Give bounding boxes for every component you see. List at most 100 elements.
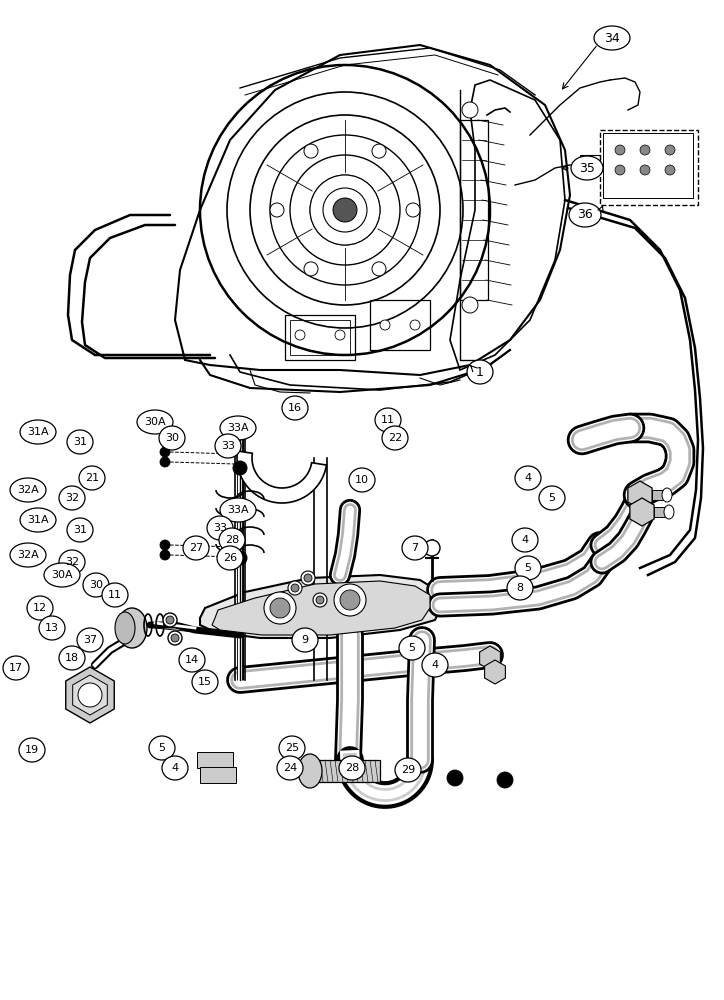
Text: 36: 36 bbox=[577, 209, 593, 222]
Text: 32: 32 bbox=[65, 557, 79, 567]
Circle shape bbox=[291, 584, 299, 592]
Circle shape bbox=[264, 592, 296, 624]
Bar bbox=[197, 752, 233, 768]
Polygon shape bbox=[212, 581, 430, 635]
Text: 4: 4 bbox=[432, 660, 439, 670]
Text: 30: 30 bbox=[89, 580, 103, 590]
Text: 26: 26 bbox=[223, 553, 237, 563]
Text: 15: 15 bbox=[198, 677, 212, 687]
Text: 32A: 32A bbox=[17, 550, 39, 560]
Text: 30: 30 bbox=[165, 433, 179, 443]
Text: 7: 7 bbox=[411, 543, 418, 553]
Ellipse shape bbox=[159, 426, 185, 450]
Text: 35: 35 bbox=[579, 161, 595, 174]
Ellipse shape bbox=[399, 636, 425, 660]
Text: 24: 24 bbox=[283, 763, 297, 773]
Ellipse shape bbox=[298, 754, 322, 788]
Ellipse shape bbox=[27, 596, 53, 620]
Ellipse shape bbox=[10, 478, 46, 502]
Ellipse shape bbox=[149, 736, 175, 760]
Text: 10: 10 bbox=[355, 475, 369, 485]
Ellipse shape bbox=[215, 434, 241, 458]
Ellipse shape bbox=[19, 738, 45, 762]
Ellipse shape bbox=[3, 656, 29, 680]
Circle shape bbox=[270, 598, 290, 618]
Bar bbox=[460, 120, 488, 300]
Ellipse shape bbox=[512, 528, 538, 552]
Text: 13: 13 bbox=[45, 623, 59, 633]
Circle shape bbox=[340, 590, 360, 610]
Text: 32A: 32A bbox=[17, 485, 39, 495]
Ellipse shape bbox=[207, 516, 233, 540]
Ellipse shape bbox=[137, 410, 173, 434]
Ellipse shape bbox=[20, 420, 56, 444]
Bar bbox=[652, 490, 667, 500]
Ellipse shape bbox=[217, 546, 243, 570]
Ellipse shape bbox=[10, 543, 46, 567]
Bar bbox=[370, 300, 430, 350]
Ellipse shape bbox=[422, 653, 448, 677]
Ellipse shape bbox=[44, 563, 80, 587]
Circle shape bbox=[166, 616, 174, 624]
Ellipse shape bbox=[515, 466, 541, 490]
Text: 28: 28 bbox=[345, 763, 359, 773]
Circle shape bbox=[313, 593, 327, 607]
Ellipse shape bbox=[79, 466, 105, 490]
Ellipse shape bbox=[467, 360, 493, 384]
Circle shape bbox=[171, 634, 179, 642]
Bar bbox=[290, 320, 350, 355]
Text: 4: 4 bbox=[172, 763, 179, 773]
Ellipse shape bbox=[59, 550, 85, 574]
Ellipse shape bbox=[192, 670, 218, 694]
Text: 4: 4 bbox=[521, 535, 529, 545]
Text: 5: 5 bbox=[549, 493, 555, 503]
Ellipse shape bbox=[375, 408, 401, 432]
Text: 1: 1 bbox=[476, 365, 484, 378]
Bar bbox=[285, 315, 355, 360]
Circle shape bbox=[316, 596, 324, 604]
Ellipse shape bbox=[571, 156, 603, 180]
Text: 14: 14 bbox=[185, 655, 199, 665]
Circle shape bbox=[304, 574, 312, 582]
Circle shape bbox=[497, 772, 513, 788]
Text: 29: 29 bbox=[401, 765, 415, 775]
Circle shape bbox=[335, 330, 345, 340]
Text: 8: 8 bbox=[516, 583, 523, 593]
Text: 28: 28 bbox=[225, 535, 239, 545]
Ellipse shape bbox=[67, 430, 93, 454]
Text: 11: 11 bbox=[108, 590, 122, 600]
Text: 5: 5 bbox=[524, 563, 531, 573]
Ellipse shape bbox=[507, 576, 533, 600]
Circle shape bbox=[304, 262, 318, 276]
Bar bbox=[318, 760, 380, 782]
Ellipse shape bbox=[102, 583, 128, 607]
Circle shape bbox=[288, 581, 302, 595]
Text: 9: 9 bbox=[301, 635, 308, 645]
Ellipse shape bbox=[67, 518, 93, 542]
Circle shape bbox=[160, 447, 170, 457]
Ellipse shape bbox=[77, 628, 103, 652]
Ellipse shape bbox=[279, 736, 305, 760]
Circle shape bbox=[410, 320, 420, 330]
Ellipse shape bbox=[282, 396, 308, 420]
Ellipse shape bbox=[115, 612, 135, 644]
Ellipse shape bbox=[83, 573, 109, 597]
Circle shape bbox=[462, 102, 478, 118]
Ellipse shape bbox=[569, 203, 601, 227]
Circle shape bbox=[640, 165, 650, 175]
Circle shape bbox=[168, 631, 182, 645]
Ellipse shape bbox=[349, 468, 375, 492]
Circle shape bbox=[160, 540, 170, 550]
Circle shape bbox=[372, 144, 386, 158]
Ellipse shape bbox=[277, 756, 303, 780]
Circle shape bbox=[160, 550, 170, 560]
Text: 33: 33 bbox=[213, 523, 227, 533]
Circle shape bbox=[295, 330, 305, 340]
Circle shape bbox=[665, 165, 675, 175]
Bar bbox=[200, 767, 236, 783]
Ellipse shape bbox=[39, 616, 65, 640]
Ellipse shape bbox=[292, 628, 318, 652]
Ellipse shape bbox=[662, 488, 672, 502]
Ellipse shape bbox=[183, 536, 209, 560]
Circle shape bbox=[372, 262, 386, 276]
